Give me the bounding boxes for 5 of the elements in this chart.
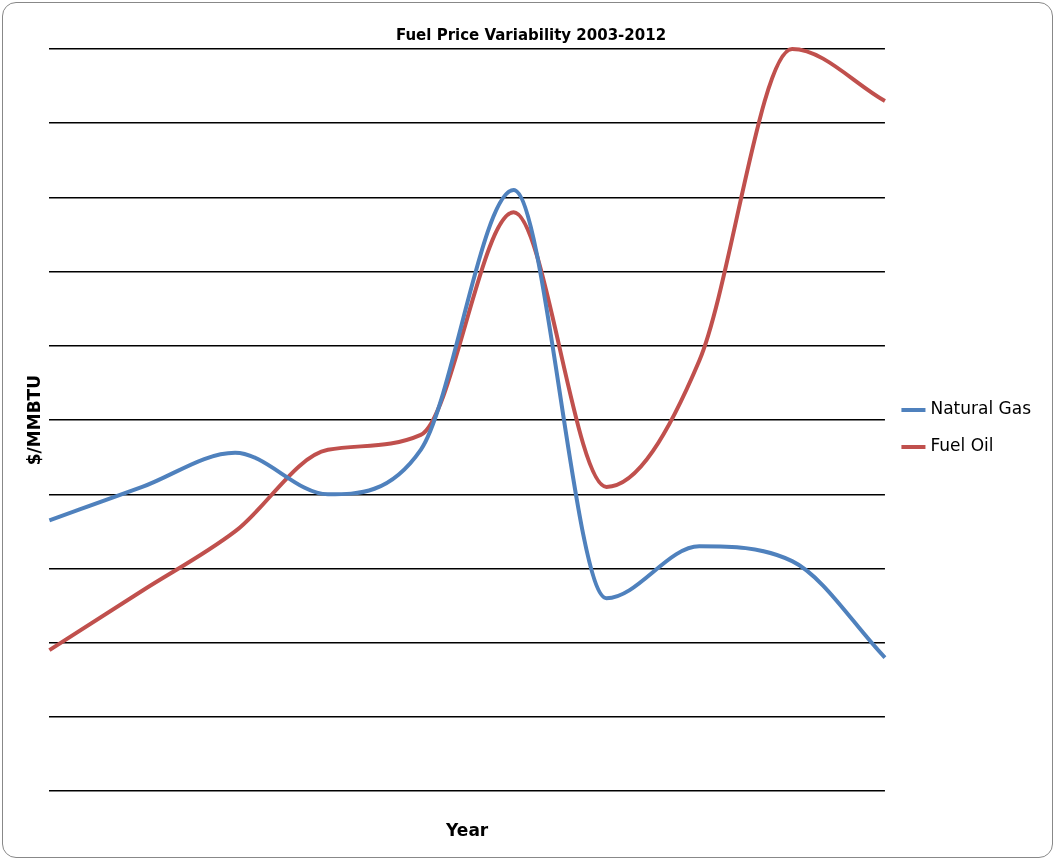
- chart-title: Fuel Price Variability 2003-2012: [395, 25, 667, 44]
- legend-label: Natural Gas: [930, 398, 1032, 419]
- legend-label: Fuel Oil: [930, 435, 994, 456]
- x-axis-title: Year: [445, 820, 489, 841]
- y-axis-title: $/MMBTU: [23, 374, 44, 466]
